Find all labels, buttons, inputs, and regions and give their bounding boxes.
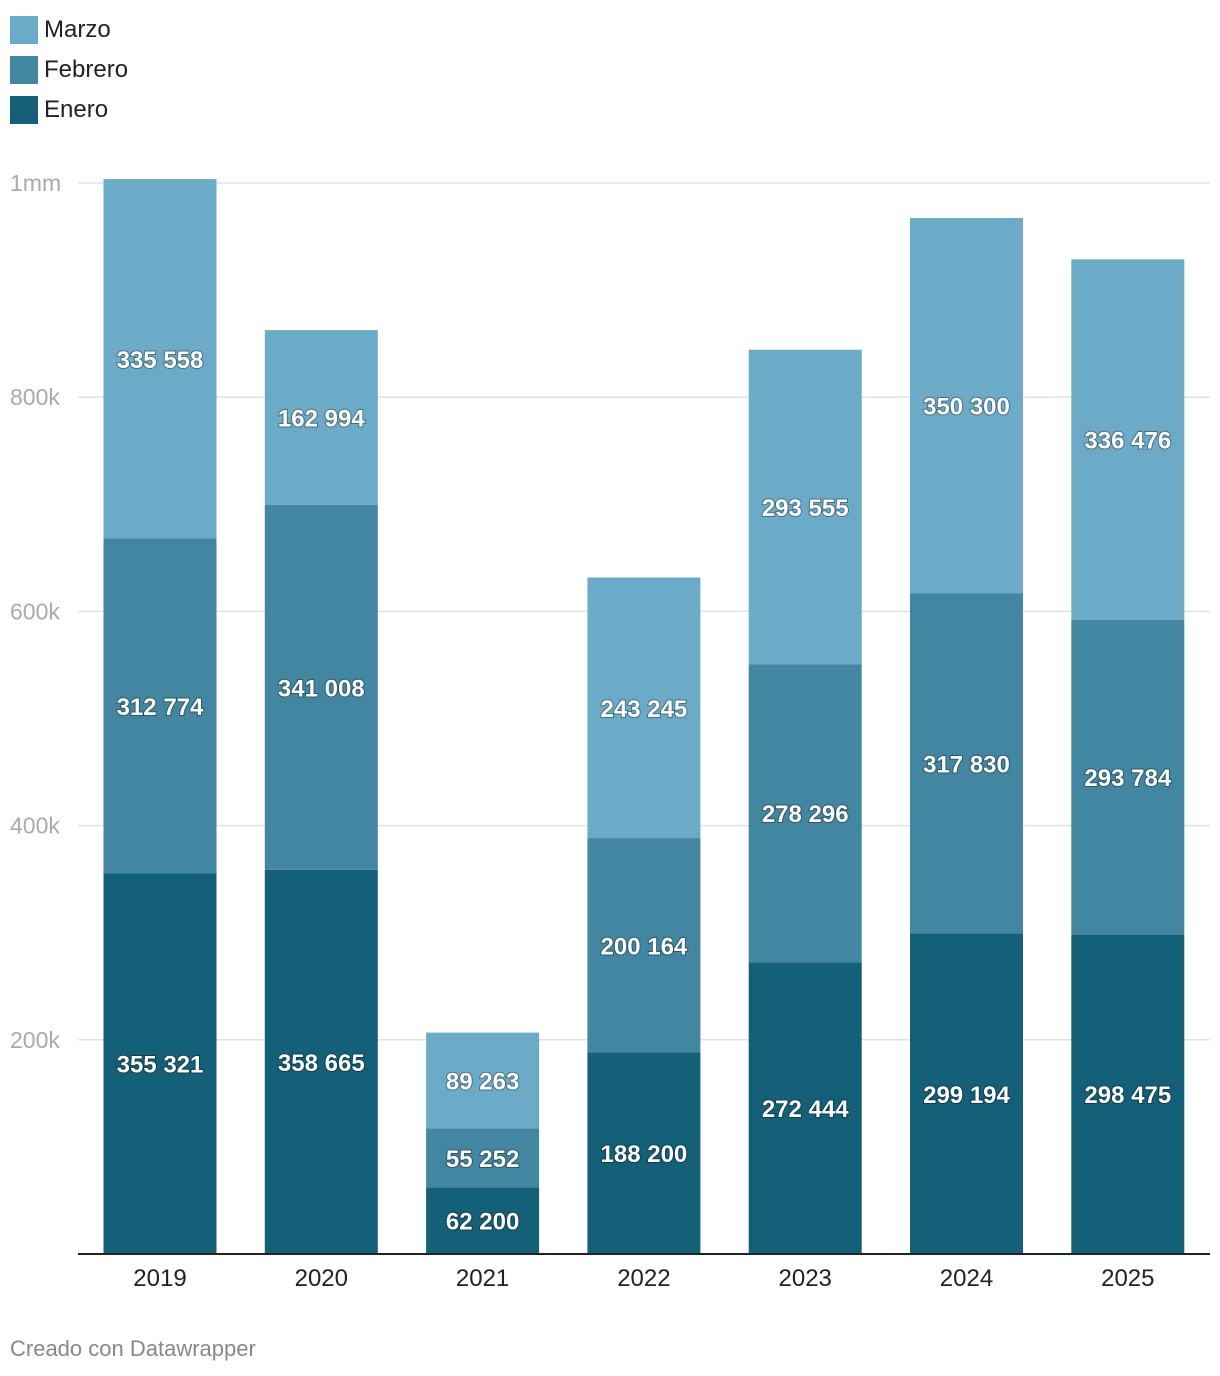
- bar-marzo-2024: [910, 217, 1023, 594]
- bar-enero-2021: [426, 1187, 540, 1254]
- legend-item-enero: Enero: [10, 90, 128, 130]
- legend-item-febrero: Febrero: [10, 50, 128, 90]
- x-tick-label-2020: 2020: [295, 1265, 348, 1292]
- stacked-bar-chart: 200k 400k 600k 800k 1mm 355 321 312 774 335 558…: [10, 170, 1210, 1292]
- legend-swatch-enero: [10, 96, 38, 124]
- data-label-febrero-2021: 55 252: [446, 1146, 519, 1173]
- legend-swatch-febrero: [10, 56, 38, 84]
- bar-febrero-2022: [587, 838, 701, 1053]
- x-tick-label-2024: 2024: [940, 1265, 993, 1292]
- bar-enero-2019: [103, 873, 217, 1254]
- data-label-febrero-2023: 278 296: [762, 801, 849, 828]
- data-label-febrero-2020: 341 008: [278, 675, 365, 702]
- bar-enero-2022: [587, 1052, 701, 1254]
- y-tick-label-600k: 600k: [10, 598, 60, 624]
- legend-swatch-marzo: [10, 16, 38, 44]
- bar-febrero-2020: [264, 504, 378, 870]
- bar-enero-2020: [264, 869, 378, 1254]
- y-tick-label-800k: 800k: [10, 384, 60, 410]
- x-tick-label-2022: 2022: [617, 1265, 670, 1292]
- bar-marzo-2020: [264, 330, 378, 505]
- data-label-marzo-2021: 89 263: [446, 1068, 519, 1095]
- data-label-marzo-2020: 162 994: [278, 405, 365, 432]
- y-tick-label-1mm: 1mm: [10, 170, 61, 196]
- data-label-marzo-2025: 336 476: [1084, 428, 1171, 455]
- bar-febrero-2025: [1071, 619, 1185, 935]
- bar-marzo-2019: [103, 179, 217, 539]
- bar-enero-2025: [1071, 934, 1185, 1254]
- data-label-febrero-2019: 312 774: [117, 694, 204, 721]
- data-label-marzo-2023: 293 555: [762, 495, 849, 522]
- bar-marzo-2025: [1071, 259, 1185, 620]
- bar-enero-2023: [748, 962, 862, 1254]
- data-label-enero-2024: 299 194: [923, 1082, 1010, 1109]
- bar-marzo-2022: [587, 577, 701, 839]
- legend: Marzo Febrero Enero: [10, 10, 128, 130]
- data-label-enero-2023: 272 444: [762, 1096, 849, 1123]
- x-tick-label-2021: 2021: [456, 1265, 509, 1292]
- legend-item-marzo: Marzo: [10, 10, 128, 50]
- x-tick-label-2019: 2019: [133, 1265, 186, 1292]
- bar-enero-2024: [910, 933, 1023, 1254]
- bar-febrero-2021: [426, 1128, 540, 1188]
- bar-febrero-2019: [103, 538, 217, 874]
- data-label-enero-2022: 188 200: [601, 1141, 688, 1168]
- x-tick-label-2025: 2025: [1101, 1265, 1154, 1292]
- bar-marzo-2021: [426, 1032, 540, 1129]
- bar-febrero-2024: [910, 593, 1023, 934]
- data-label-enero-2020: 358 665: [278, 1050, 365, 1077]
- data-label-febrero-2024: 317 830: [923, 751, 1010, 778]
- bar-marzo-2023: [748, 349, 862, 665]
- data-label-enero-2021: 62 200: [446, 1209, 519, 1236]
- data-label-marzo-2022: 243 245: [601, 696, 688, 723]
- data-label-enero-2019: 355 321: [117, 1052, 204, 1079]
- y-tick-label-200k: 200k: [10, 1027, 60, 1053]
- bar-febrero-2023: [748, 664, 862, 963]
- y-tick-label-400k: 400k: [10, 813, 60, 839]
- footer-credit: Creado con Datawrapper: [10, 1336, 256, 1361]
- data-label-marzo-2024: 350 300: [923, 394, 1010, 421]
- legend-label-febrero: Febrero: [44, 56, 129, 83]
- legend-label-marzo: Marzo: [44, 16, 111, 43]
- legend-label-enero: Enero: [44, 96, 109, 123]
- data-label-enero-2025: 298 475: [1084, 1082, 1171, 1109]
- data-label-marzo-2019: 335 558: [117, 347, 204, 374]
- data-label-febrero-2022: 200 164: [601, 933, 688, 960]
- data-label-febrero-2025: 293 784: [1084, 765, 1171, 792]
- x-tick-label-2023: 2023: [779, 1265, 832, 1292]
